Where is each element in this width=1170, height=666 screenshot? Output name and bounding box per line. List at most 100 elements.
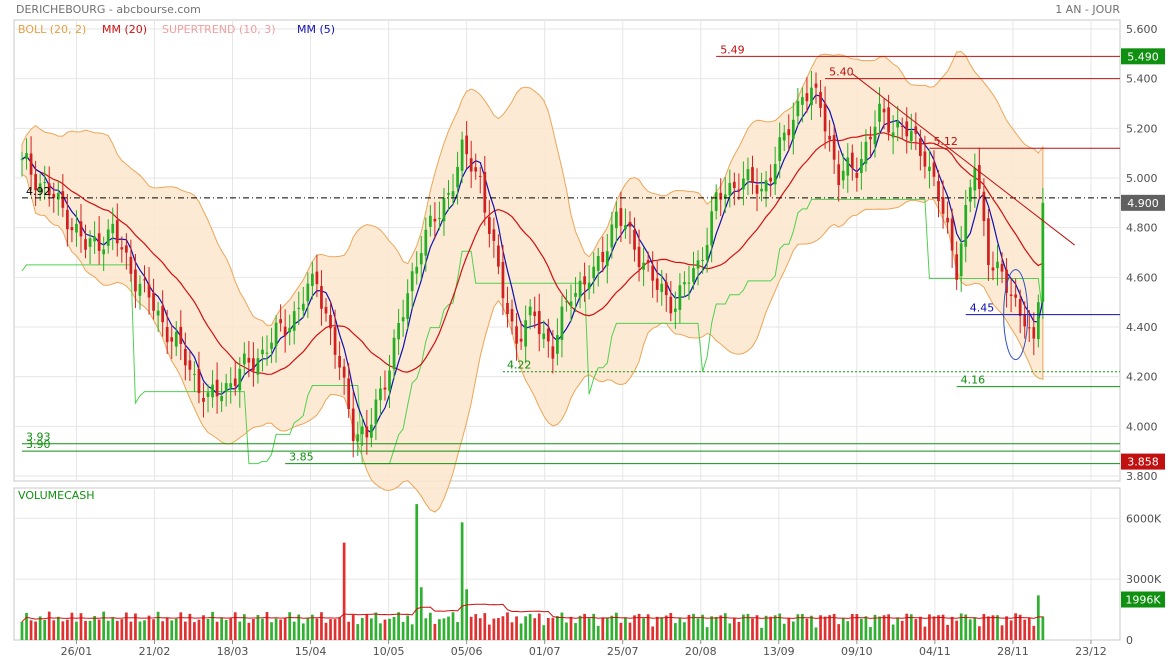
candle-body	[628, 221, 632, 227]
candle-body	[134, 269, 137, 292]
candle-body	[637, 246, 641, 267]
legend-supertrend: SUPERTREND (10, 3)	[162, 23, 276, 36]
candle-body	[492, 229, 496, 241]
candle-body	[1041, 202, 1045, 302]
volume-bar	[923, 626, 927, 640]
candle-body	[882, 108, 886, 113]
volume-bar	[646, 614, 650, 640]
volume-bar	[946, 624, 949, 640]
volume-bar	[465, 589, 469, 640]
candle-body	[370, 424, 373, 438]
volume-bar	[615, 612, 618, 640]
volume-bar	[510, 622, 514, 640]
candle-body	[551, 346, 555, 359]
volume-bar	[252, 619, 255, 640]
volume-bar	[138, 621, 142, 640]
volume-bar	[782, 623, 786, 640]
volume-bar	[401, 621, 405, 640]
candle-body	[338, 355, 341, 368]
candle-body	[447, 192, 450, 195]
candle-body	[801, 97, 804, 105]
volume-bar	[723, 613, 727, 640]
volume-bar	[860, 618, 863, 640]
volume-bar	[365, 614, 369, 640]
candle-body	[256, 358, 260, 375]
volume-tag-label: 1996K	[1125, 594, 1161, 607]
candle-body	[501, 261, 505, 299]
candle-body	[138, 283, 142, 296]
candle-body	[987, 218, 990, 266]
candle-body	[583, 276, 586, 285]
volume-bar	[474, 614, 478, 640]
volume-bar	[410, 624, 414, 640]
volume-bar	[950, 616, 954, 640]
candle-body	[991, 267, 995, 271]
candle-body	[442, 198, 446, 222]
candle-body	[401, 317, 405, 322]
volume-bar	[129, 621, 133, 640]
candle-body	[25, 153, 28, 160]
volume-bar	[220, 618, 223, 640]
volume-bar	[1000, 625, 1004, 640]
candle-body	[977, 165, 981, 189]
volume-bar	[537, 613, 541, 640]
legend-mm20: MM (20)	[102, 23, 147, 36]
candle-body	[56, 192, 60, 200]
price-tick-label: 5.000	[1126, 172, 1158, 185]
candle-body	[569, 301, 573, 306]
level-label: 3.85	[289, 451, 314, 464]
legend-boll: BOLL (20, 2)	[18, 23, 86, 36]
volume-bar	[370, 618, 373, 640]
volume-bar	[1005, 616, 1008, 640]
candle-body	[347, 378, 351, 410]
volume-bar	[1023, 619, 1027, 640]
level-label: 5.49	[720, 43, 745, 56]
candle-body	[828, 135, 831, 140]
volume-bar	[624, 617, 627, 640]
volume-bar	[66, 619, 69, 640]
volume-bar	[714, 616, 718, 640]
bollinger-band-layer	[21, 50, 1044, 513]
volume-bar	[719, 615, 723, 640]
volume-bar	[392, 616, 396, 640]
candle-body	[959, 243, 963, 277]
volume-bar	[134, 613, 137, 640]
volume-bar	[565, 622, 568, 640]
volume-panel-title: VOLUMECASH	[18, 489, 95, 502]
candle-body	[515, 326, 518, 344]
volume-bar	[937, 615, 940, 640]
volume-bar	[374, 612, 378, 640]
chart-title: DERICHEBOURG - abcbourse.com	[16, 3, 201, 16]
volume-bar	[683, 622, 686, 640]
candle-body	[1014, 294, 1018, 298]
candle-body	[923, 151, 927, 167]
candle-body	[438, 218, 441, 220]
volume-bar	[574, 623, 577, 640]
price-tag	[1121, 453, 1165, 470]
indicator-layer	[21, 94, 1044, 465]
candle-body	[238, 368, 242, 391]
volume-bar	[320, 612, 323, 640]
volume-bar	[742, 614, 745, 640]
volume-bar	[982, 613, 986, 640]
candle-body	[578, 280, 582, 298]
volume-bar	[79, 613, 83, 640]
candle-body	[115, 220, 119, 244]
volume-bar	[769, 616, 772, 640]
candle-body	[365, 426, 369, 438]
volume-bar	[288, 612, 292, 640]
candle-body	[846, 157, 850, 176]
volume-bar	[787, 618, 791, 640]
candle-body	[823, 103, 827, 132]
volume-bar	[592, 613, 596, 640]
candle-body	[456, 166, 459, 188]
volume-bar	[610, 615, 614, 640]
candle-body	[705, 245, 709, 260]
candle-body	[292, 311, 296, 331]
volume-bar	[932, 616, 936, 640]
volume-bar	[161, 621, 165, 640]
volume-bar	[306, 618, 310, 640]
volume-bar	[673, 623, 677, 640]
volume-bar	[823, 616, 827, 640]
candle-body	[687, 282, 691, 284]
